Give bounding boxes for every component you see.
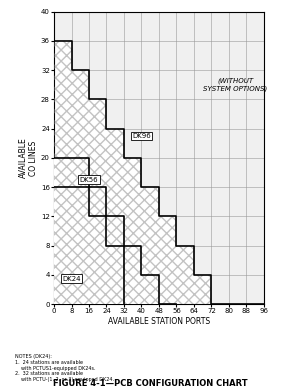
Text: DK96: DK96: [132, 133, 151, 139]
Text: FIGURE 4-1—PCB CONFIGURATION CHART: FIGURE 4-1—PCB CONFIGURATION CHART: [53, 379, 247, 388]
Text: NOTES (DK24):
1.  24 stations are available
    with PCTUS1-equipped DK24s.
2.  : NOTES (DK24): 1. 24 stations are availab…: [15, 354, 114, 382]
Polygon shape: [54, 158, 176, 304]
Polygon shape: [54, 41, 264, 304]
Text: DK24: DK24: [62, 276, 81, 282]
Y-axis label: AVAILABLE
CO LINES: AVAILABLE CO LINES: [19, 138, 38, 178]
Text: DK56: DK56: [80, 177, 98, 183]
Text: (WITHOUT
SYSTEM OPTIONS): (WITHOUT SYSTEM OPTIONS): [203, 78, 268, 92]
X-axis label: AVAILABLE STATION PORTS: AVAILABLE STATION PORTS: [108, 317, 210, 326]
Polygon shape: [54, 187, 124, 304]
